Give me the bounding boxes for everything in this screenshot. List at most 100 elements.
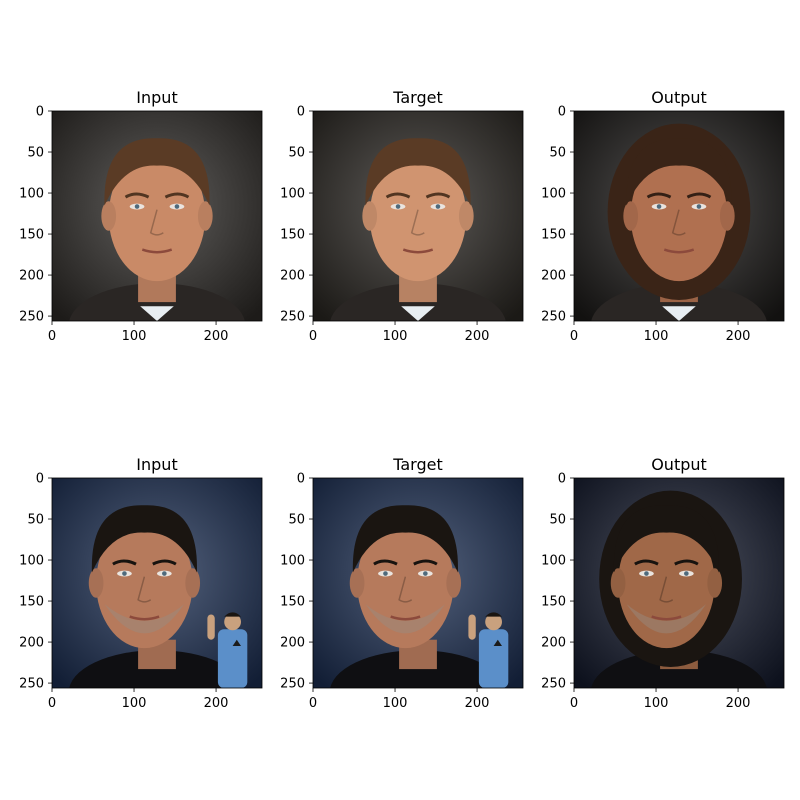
shoulders (591, 650, 767, 688)
right-iris (162, 571, 167, 576)
x-tick-label: 0 (309, 329, 317, 344)
figurine-hair (224, 612, 241, 617)
left-ear (349, 568, 365, 598)
hair (613, 505, 719, 573)
face (369, 150, 467, 282)
right-eyebrow (425, 192, 451, 199)
hair (365, 138, 471, 206)
nose (671, 209, 686, 236)
x-tick-label: 200 (204, 329, 229, 344)
stubble (104, 604, 185, 634)
right-iris (684, 571, 689, 576)
y-tick-label: 50 (27, 513, 44, 528)
hair (104, 138, 210, 206)
left-eyebrow (373, 559, 398, 566)
x-tick-label: 200 (465, 329, 490, 344)
y-tick-label: 100 (280, 187, 305, 202)
face-image (313, 478, 523, 688)
right-eyebrow (164, 192, 190, 199)
y-tick-label: 150 (541, 228, 566, 243)
shirt-collar (140, 306, 174, 321)
x-tick-label: 0 (309, 696, 317, 711)
x-tick-label: 0 (570, 696, 578, 711)
right-ear (458, 201, 474, 231)
figurine-head (485, 613, 502, 631)
y-tick-label: 150 (19, 595, 44, 610)
right-eyebrow (686, 192, 712, 199)
y-tick-label: 50 (549, 513, 566, 528)
y-tick-label: 200 (541, 636, 566, 651)
face-image (574, 478, 784, 688)
y-tick-label: 150 (19, 228, 44, 243)
face (630, 150, 728, 282)
x-tick-label: 0 (48, 329, 56, 344)
left-eyebrow (124, 192, 150, 199)
left-iris (395, 204, 401, 209)
left-eyebrow (646, 192, 672, 199)
x-tick-label: 200 (726, 696, 751, 711)
figurine-insignia (232, 639, 241, 646)
x-tick-label: 0 (570, 329, 578, 344)
face-image (313, 111, 523, 321)
face (96, 517, 193, 649)
shoulders (69, 650, 245, 688)
x-tick-label: 0 (48, 696, 56, 711)
right-eyebrow (152, 559, 177, 566)
y-tick-label: 100 (280, 554, 305, 569)
mouth (390, 615, 421, 621)
face (618, 517, 715, 649)
right-ear (185, 568, 201, 598)
left-eyebrow (634, 559, 659, 566)
y-tick-label: 50 (27, 146, 44, 161)
left-ear (610, 568, 626, 598)
nose (149, 209, 164, 236)
y-tick-label: 0 (36, 472, 44, 487)
y-tick-label: 0 (297, 105, 305, 120)
x-tick-label: 200 (204, 696, 229, 711)
left-iris (383, 571, 388, 576)
left-ear (88, 568, 104, 598)
left-iris (644, 571, 649, 576)
figurine-body (217, 629, 248, 688)
face-image (574, 111, 784, 321)
face-image (52, 478, 262, 688)
figurine-hair (485, 612, 502, 617)
figurine-head (224, 613, 242, 631)
left-iris (134, 204, 140, 209)
face (357, 517, 454, 649)
x-tick-label: 100 (383, 329, 408, 344)
y-tick-label: 50 (288, 146, 305, 161)
nose (398, 576, 413, 603)
right-ear (446, 568, 462, 598)
figurine-hand (207, 614, 215, 640)
image-panel: Target 0 100 200 0 50 100 150 200 250 (280, 455, 524, 711)
left-iris (656, 204, 662, 209)
right-ear (707, 568, 723, 598)
figurine-hand (468, 614, 476, 640)
left-ear (101, 201, 117, 231)
right-eyebrow (674, 559, 699, 566)
y-tick-label: 200 (19, 269, 44, 284)
image-panel: Output 0 100 200 0 50 100 150 200 250 (541, 88, 785, 344)
image-panel: Target 0 100 200 0 50 100 150 200 250 (280, 88, 524, 344)
left-eyebrow (112, 559, 137, 566)
y-tick-label: 100 (541, 554, 566, 569)
face-image (52, 111, 262, 321)
y-tick-label: 200 (19, 636, 44, 651)
y-tick-label: 150 (541, 595, 566, 610)
y-tick-label: 150 (280, 228, 305, 243)
figurine-body (478, 629, 509, 688)
nose (137, 576, 152, 603)
y-tick-label: 250 (541, 310, 566, 325)
face (108, 150, 206, 282)
x-tick-label: 100 (122, 696, 147, 711)
right-ear (197, 201, 213, 231)
shoulders (591, 283, 767, 321)
left-ear (362, 201, 378, 231)
nose (659, 576, 674, 603)
mouth (402, 248, 434, 254)
right-eyebrow (413, 559, 438, 566)
panel-title: Target (392, 88, 443, 107)
x-tick-label: 100 (383, 696, 408, 711)
y-tick-label: 250 (280, 310, 305, 325)
